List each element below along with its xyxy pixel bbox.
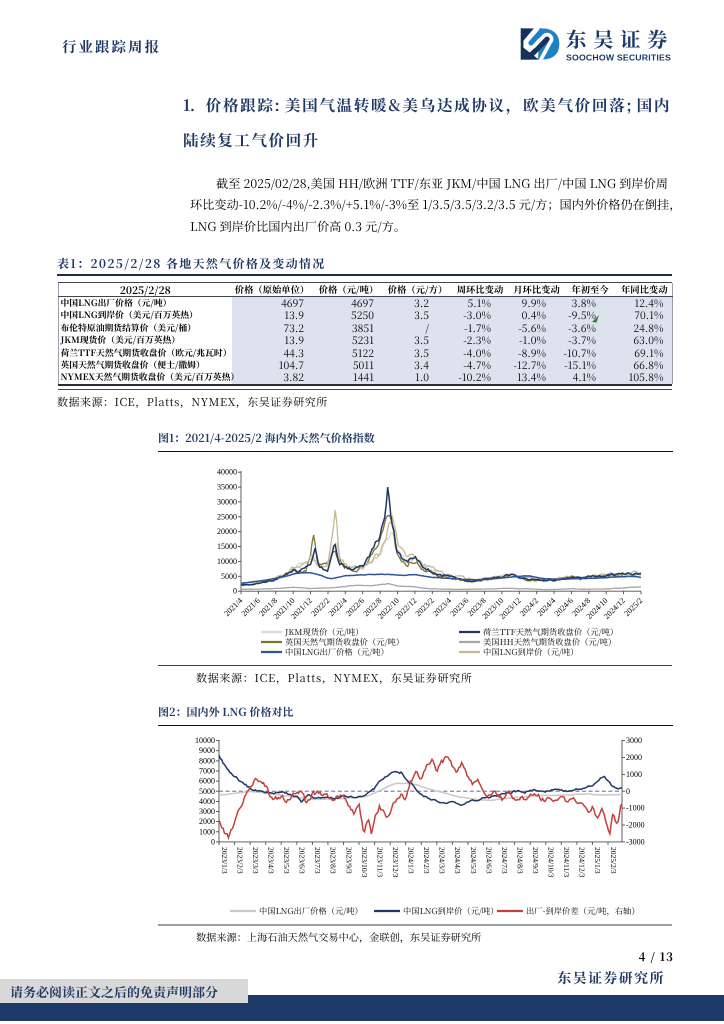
svg-text:3000: 3000 — [626, 736, 642, 745]
svg-text:2023/1/3: 2023/1/3 — [220, 847, 229, 874]
svg-text:东吴证券: 东吴证券 — [566, 28, 674, 53]
svg-text:1000: 1000 — [199, 827, 215, 836]
svg-text:2023/7/3: 2023/7/3 — [313, 847, 322, 874]
svg-text:2024/1/3: 2024/1/3 — [407, 847, 416, 874]
svg-text:2023/8/3: 2023/8/3 — [329, 847, 338, 874]
svg-text:2023/11/3: 2023/11/3 — [375, 847, 384, 877]
svg-text:25000: 25000 — [217, 512, 237, 521]
svg-text:2024/7/3: 2024/7/3 — [500, 847, 509, 874]
svg-text:15000: 15000 — [217, 542, 237, 551]
svg-text:-3000: -3000 — [626, 837, 645, 846]
svg-text:6000: 6000 — [199, 777, 215, 786]
svg-text:中国LNG到岸价（元/吨）: 中国LNG到岸价（元/吨） — [403, 905, 499, 917]
svg-text:2024/5/3: 2024/5/3 — [469, 847, 478, 874]
svg-text:2024/6: 2024/6 — [553, 596, 575, 618]
svg-text:0: 0 — [233, 587, 237, 596]
svg-text:20000: 20000 — [217, 527, 237, 536]
svg-text:荷兰TTF天然气期货收盘价（元/吨）: 荷兰TTF天然气期货收盘价（元/吨） — [483, 626, 618, 638]
svg-text:2024/6/3: 2024/6/3 — [484, 847, 493, 874]
svg-text:0: 0 — [626, 787, 630, 796]
svg-text:美国HH天然气期货收盘价（元/吨）: 美国HH天然气期货收盘价（元/吨） — [483, 636, 616, 648]
svg-text:5000: 5000 — [221, 572, 237, 581]
svg-text:-2000: -2000 — [626, 821, 645, 830]
svg-text:1000: 1000 — [626, 770, 642, 779]
svg-text:2023/10/3: 2023/10/3 — [360, 847, 369, 878]
svg-text:中国LNG出厂价格（元/吨）: 中国LNG出厂价格（元/吨） — [259, 905, 363, 917]
svg-text:2022/6: 2022/6 — [344, 596, 366, 618]
svg-text:2023/6/3: 2023/6/3 — [298, 847, 307, 874]
svg-text:40000: 40000 — [217, 468, 237, 477]
svg-text:2023/12/3: 2023/12/3 — [391, 847, 400, 878]
svg-text:2024/10/3: 2024/10/3 — [547, 847, 556, 878]
svg-text:2023/9/3: 2023/9/3 — [344, 847, 353, 874]
svg-text:出厂-到岸价差（元/吨，右轴）: 出厂-到岸价差（元/吨，右轴） — [526, 905, 640, 917]
svg-text:2024/4: 2024/4 — [535, 596, 557, 618]
svg-text:2022/2: 2022/2 — [309, 596, 331, 618]
svg-text:2024/3/3: 2024/3/3 — [438, 847, 447, 874]
svg-text:2023/2: 2023/2 — [414, 596, 436, 618]
svg-text:英国天然气期货收盘价（元/吨）: 英国天然气期货收盘价（元/吨） — [285, 636, 404, 648]
svg-text:9000: 9000 — [199, 746, 215, 755]
svg-text:2024/8/3: 2024/8/3 — [515, 847, 524, 874]
svg-text:JKM现货价（元/吨）: JKM现货价（元/吨） — [284, 626, 364, 638]
svg-text:5000: 5000 — [199, 787, 215, 796]
svg-text:0: 0 — [211, 837, 215, 846]
svg-text:2025/1/3: 2025/1/3 — [593, 847, 602, 874]
svg-text:-1000: -1000 — [626, 804, 645, 813]
svg-text:2024/12/3: 2024/12/3 — [578, 847, 587, 878]
svg-text:2023/2/3: 2023/2/3 — [235, 847, 244, 874]
svg-text:35000: 35000 — [217, 483, 237, 492]
svg-text:中国LNG到岸价（元/吨）: 中国LNG到岸价（元/吨） — [483, 646, 579, 658]
svg-text:中国LNG出厂价格（元/吨）: 中国LNG出厂价格（元/吨） — [285, 646, 389, 658]
svg-text:2000: 2000 — [199, 817, 215, 826]
svg-text:2025/2: 2025/2 — [622, 596, 644, 618]
svg-text:7000: 7000 — [199, 767, 215, 776]
svg-text:3000: 3000 — [199, 807, 215, 816]
svg-text:2023/4/3: 2023/4/3 — [267, 847, 276, 874]
svg-text:2021/6: 2021/6 — [240, 596, 262, 618]
svg-text:2025/2/3: 2025/2/3 — [609, 847, 618, 874]
svg-text:2022/4: 2022/4 — [327, 596, 349, 618]
svg-text:2023/3/3: 2023/3/3 — [251, 847, 260, 874]
svg-text:2023/6: 2023/6 — [448, 596, 470, 618]
svg-text:2024/2: 2024/2 — [518, 596, 540, 618]
svg-text:2024/2/3: 2024/2/3 — [422, 847, 431, 874]
svg-text:2000: 2000 — [626, 753, 642, 762]
svg-text:2024/9/3: 2024/9/3 — [531, 847, 540, 874]
svg-text:2023/5/3: 2023/5/3 — [282, 847, 291, 874]
svg-text:2023/4: 2023/4 — [431, 596, 453, 618]
svg-text:10000: 10000 — [195, 736, 215, 745]
svg-text:2024/11/3: 2024/11/3 — [562, 847, 571, 877]
svg-text:2024/4/3: 2024/4/3 — [453, 847, 462, 874]
svg-text:8000: 8000 — [199, 756, 215, 765]
svg-text:10000: 10000 — [217, 557, 237, 566]
svg-text:SOOCHOW SECURITIES: SOOCHOW SECURITIES — [566, 53, 671, 63]
svg-text:30000: 30000 — [217, 497, 237, 506]
svg-text:4000: 4000 — [199, 797, 215, 806]
svg-text:2021/4: 2021/4 — [222, 596, 244, 618]
